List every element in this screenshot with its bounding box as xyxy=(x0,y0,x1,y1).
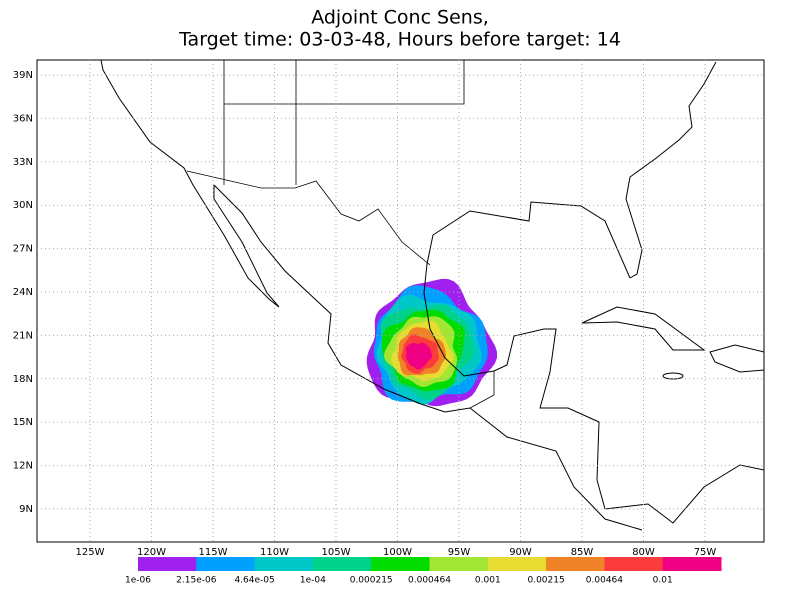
lat-label: 18N xyxy=(13,374,33,385)
colorbar-label: 0.00215 xyxy=(527,576,564,586)
lon-label: 75W xyxy=(694,547,717,558)
lat-label: 33N xyxy=(13,157,33,168)
colorbar-swatch xyxy=(604,557,664,571)
title-line-1: Adjoint Conc Sens, xyxy=(311,7,489,29)
title-line-2: Target time: 03-03-48, Hours before targ… xyxy=(178,29,621,51)
cuba xyxy=(581,306,706,351)
lat-label: 21N xyxy=(13,330,33,341)
contour-fill xyxy=(405,342,433,370)
colorbar-label: 0.01 xyxy=(653,576,673,586)
us-state-line xyxy=(224,60,465,105)
us-mexico-border xyxy=(186,170,431,266)
colorbar-label: 0.000215 xyxy=(350,576,393,586)
lon-label: 90W xyxy=(509,547,532,558)
colorbar-label: 4.64e-05 xyxy=(234,576,274,586)
pacific-coast xyxy=(213,184,643,531)
colorbar-swatch xyxy=(662,557,722,571)
colorbar-label: 1e-06 xyxy=(125,576,151,586)
lon-label: 120W xyxy=(137,547,166,558)
colorbar-label: 0.001 xyxy=(475,576,501,586)
jamaica xyxy=(662,372,684,380)
lat-label: 12N xyxy=(13,461,33,472)
lon-label: 105W xyxy=(322,547,351,558)
colorbar-label: 0.00464 xyxy=(586,576,623,586)
lat-label: 36N xyxy=(13,113,33,124)
hispaniola xyxy=(709,344,764,373)
colorbar-label: 1e-04 xyxy=(300,576,326,586)
lon-label: 110W xyxy=(260,547,289,558)
lat-label: 9N xyxy=(19,504,33,515)
lat-label: 39N xyxy=(13,70,33,81)
colorbar-label: 2.15e-06 xyxy=(176,576,217,586)
lon-label: 85W xyxy=(571,547,594,558)
gulf-coast xyxy=(423,201,764,524)
lat-label: 27N xyxy=(13,244,33,255)
colorbar-swatch xyxy=(312,557,372,571)
us-east-coast xyxy=(625,61,717,279)
colorbar-swatch xyxy=(429,557,489,571)
coastlines xyxy=(100,60,764,531)
graticule xyxy=(37,60,764,542)
colorbar-swatch xyxy=(487,557,547,571)
lat-label: 24N xyxy=(13,287,33,298)
colorbar-swatch xyxy=(196,557,256,571)
sensitivity-field xyxy=(366,278,497,407)
map-frame xyxy=(36,59,765,543)
lat-label: 15N xyxy=(13,417,33,428)
baja-california xyxy=(100,60,280,308)
lon-label: 80W xyxy=(632,547,655,558)
lon-label: 95W xyxy=(448,547,471,558)
lon-label: 100W xyxy=(383,547,412,558)
lon-label: 115W xyxy=(199,547,228,558)
colorbar-swatch xyxy=(138,557,197,571)
colorbar-swatch xyxy=(371,557,430,571)
colorbar-label: 0.000464 xyxy=(408,576,451,586)
colorbar-swatch xyxy=(254,557,314,571)
lon-label: 125W xyxy=(76,547,105,558)
lat-label: 30N xyxy=(13,200,33,211)
colorbar-swatch xyxy=(546,557,605,571)
